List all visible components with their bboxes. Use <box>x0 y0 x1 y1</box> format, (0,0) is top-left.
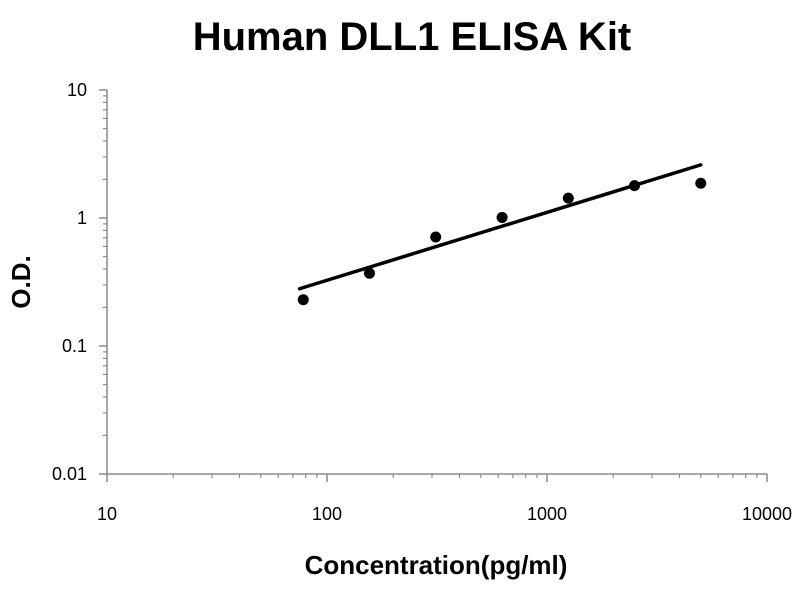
plot-area: 10 100 1000 10000 0.01 0.1 1 10 <box>52 80 792 524</box>
x-axis-label: Concentration(pg/ml) <box>305 550 568 580</box>
y-axis-tick-labels: 0.01 0.1 1 10 <box>52 80 87 484</box>
y-tick-label: 0.01 <box>52 464 87 484</box>
data-point <box>629 180 641 192</box>
x-tick-label: 1000 <box>527 504 567 524</box>
data-point <box>695 177 707 189</box>
y-axis-ticks <box>99 89 107 475</box>
x-axis-ticks <box>106 474 768 482</box>
x-tick-label: 10000 <box>742 504 792 524</box>
trendline <box>297 163 703 291</box>
data-point <box>297 294 309 306</box>
x-axis-tick-labels: 10 100 1000 10000 <box>97 504 792 524</box>
data-point <box>562 192 574 204</box>
x-tick-label: 100 <box>312 504 342 524</box>
x-tick-label: 10 <box>97 504 117 524</box>
y-axis-label: O.D. <box>6 255 36 308</box>
data-point <box>496 211 508 223</box>
data-point <box>430 231 442 243</box>
data-point <box>363 267 375 279</box>
y-tick-label: 0.1 <box>62 336 87 356</box>
y-tick-label: 1 <box>77 208 87 228</box>
data-points <box>297 177 707 306</box>
y-tick-label: 10 <box>67 80 87 100</box>
chart-title: Human DLL1 ELISA Kit <box>193 15 632 59</box>
